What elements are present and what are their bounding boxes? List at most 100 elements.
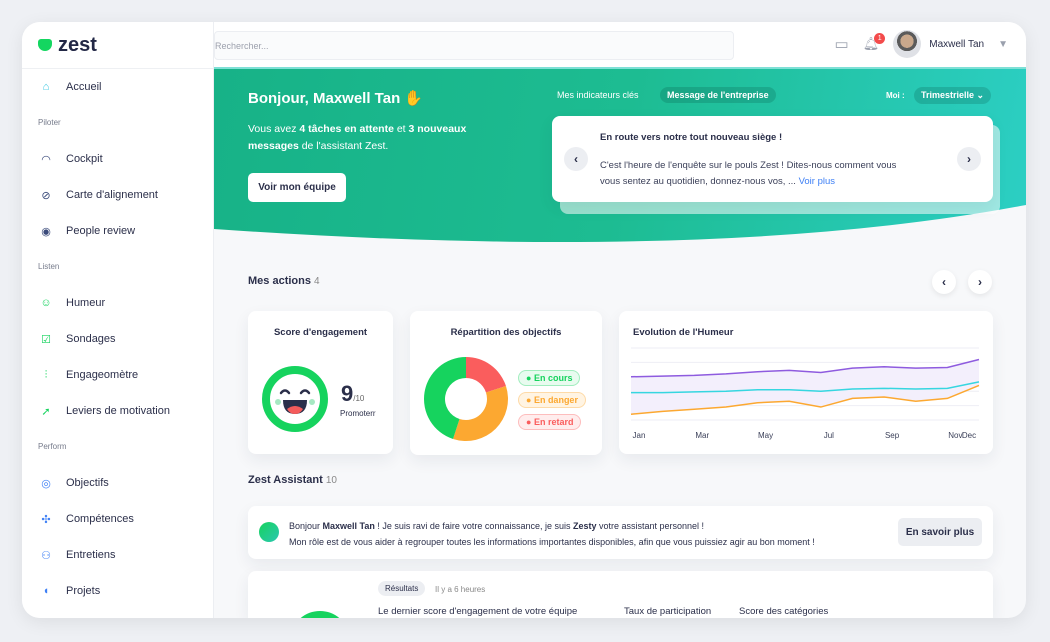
wave-icon: ✋ xyxy=(404,90,424,107)
logo[interactable]: zest xyxy=(22,22,213,69)
assistant-count: 10 xyxy=(325,475,337,486)
sidebar-item-label: Leviers de motivation xyxy=(66,405,170,417)
happy-face-icon xyxy=(262,366,328,432)
smiley-icon: ☺ xyxy=(40,297,52,309)
sidebar-item-label: Engageomètre xyxy=(66,369,139,381)
results-col-categories: Score des catégories xyxy=(739,606,829,617)
x-tick-label: Mar xyxy=(695,431,709,440)
mood-line-chart: Jan Mar May Jul Sep Nov Dec xyxy=(630,347,980,440)
users-icon: ⚇ xyxy=(41,549,51,562)
period-label: Moi : xyxy=(886,91,905,100)
welcome-message: Vous avez 4 tâches en attente et 3 nouve… xyxy=(248,123,467,152)
nav-section-label: Perform xyxy=(38,442,67,451)
greeting: Bonjour, Maxwell Tan ✋ xyxy=(248,90,424,107)
see-team-button[interactable]: Voir mon équipe xyxy=(248,173,346,202)
sidebar-item-label: Accueil xyxy=(66,81,102,93)
sliders-icon: ⫶ xyxy=(44,368,48,381)
sidebar-item-label: Humeur xyxy=(66,297,106,309)
user-search-icon: ◉ xyxy=(41,225,51,238)
chevron-down-icon: ⌄ xyxy=(976,90,985,100)
home-icon: ⌂ xyxy=(42,81,50,93)
results-col-engagement: Le dernier score d'engagement de votre é… xyxy=(378,606,578,617)
tab-company-message[interactable]: Message de l'entreprise xyxy=(660,87,776,103)
projects-icon: ◖ xyxy=(42,585,50,597)
sidebar-item-label: Projets xyxy=(66,585,101,597)
zest-logo-icon xyxy=(38,39,52,51)
engagement-card[interactable]: Score d'engagement 9/10 Promoterr xyxy=(248,311,393,454)
sidebar-item-engageom-tre[interactable]: ⫶ Engageomètre xyxy=(22,357,213,393)
legend-en-retard[interactable]: ● En retard xyxy=(518,414,582,430)
sidebar-item-label: Compétences xyxy=(66,513,134,525)
x-tick-label: Jan xyxy=(633,431,646,440)
company-message-card: ‹ › En route vers notre tout nouveau siè… xyxy=(552,116,993,202)
compass-icon: ⊘ xyxy=(41,189,51,202)
next-message-button[interactable]: › xyxy=(957,147,981,171)
sidebar-item-label: Sondages xyxy=(66,333,116,345)
actions-next-button[interactable]: › xyxy=(968,270,992,294)
x-tick-label: Sep xyxy=(885,431,900,440)
objectives-legend: ● En cours ● En danger ● En retard xyxy=(518,368,586,434)
sidebar-item-label: Cockpit xyxy=(66,153,103,165)
period-select[interactable]: Trimestrielle ⌄ xyxy=(914,87,992,104)
assistant-title: Zest Assistant 10 xyxy=(248,474,337,486)
sidebar-item-humeur[interactable]: ☺ Humeur xyxy=(22,285,213,321)
nav-section-label: Piloter xyxy=(38,118,61,127)
sidebar-item-carte-d-alignement[interactable]: ⊘ Carte d'alignement xyxy=(22,177,213,213)
message-title: En route vers notre tout nouveau siège ! xyxy=(600,132,783,143)
sidebar-item-leviers-de-motivation[interactable]: ➚ Leviers de motivation xyxy=(22,393,213,429)
sidebar-item-people-review[interactable]: ◉ People review xyxy=(22,213,213,249)
series-line-1[interactable] xyxy=(631,381,980,394)
prev-message-button[interactable]: ‹ xyxy=(564,147,588,171)
sidebar: zest ⌂ Accueil Piloter ◠ Cockpit ⊘ Carte d'ali… xyxy=(22,22,214,618)
series-line-2[interactable] xyxy=(630,384,980,415)
objectives-card[interactable]: Répartition des objectifs ● En cours ● En… xyxy=(410,311,602,455)
user-name[interactable]: Maxwell Tan xyxy=(929,38,985,50)
legend-en-danger[interactable]: ● En danger xyxy=(518,392,586,408)
see-more-link[interactable]: Voir plus xyxy=(798,176,836,187)
donut-slice-en-danger[interactable] xyxy=(453,386,508,441)
sidebar-item-entretiens[interactable]: ⚇ Entretiens xyxy=(22,537,213,573)
sidebar-item-cockpit[interactable]: ◠ Cockpit xyxy=(22,141,213,177)
learn-more-button[interactable]: En savoir plus xyxy=(898,518,982,546)
x-tick-label: May xyxy=(758,431,773,440)
results-card[interactable]: Résultats Il y a 6 heures Le dernier sco… xyxy=(248,571,993,618)
sidebar-item-objectifs[interactable]: ◎ Objectifs xyxy=(22,465,213,501)
sidebar-item-sondages[interactable]: ☑ Sondages xyxy=(22,321,213,357)
actions-title: Mes actions 4 xyxy=(248,275,320,287)
engagement-score: 9/10 xyxy=(341,381,365,406)
objectives-donut xyxy=(424,357,508,441)
notifications-button[interactable]: 🔔︎ 1 xyxy=(863,33,886,52)
actions-prev-button[interactable]: ‹ xyxy=(932,270,956,294)
legend-en-cours[interactable]: ● En cours xyxy=(518,370,581,386)
series-line-0[interactable] xyxy=(630,358,980,378)
message-body: C'est l'heure de l'enquête sur le pouls … xyxy=(600,160,897,187)
sidebar-item-label: Objectifs xyxy=(66,477,109,489)
results-col-participation: Taux de participation xyxy=(624,606,712,617)
actions-count: 4 xyxy=(314,276,320,287)
engagement-title: Score d'engagement xyxy=(273,327,368,338)
sidebar-nav: ⌂ Accueil Piloter ◠ Cockpit ⊘ Carte d'aligneme… xyxy=(22,69,213,609)
assistant-card: Bonjour Maxwell Tan ! Je suis ravi de fa… xyxy=(248,506,993,559)
search-input[interactable]: Rechercher... xyxy=(214,31,734,60)
target-icon: ◎ xyxy=(41,477,51,490)
results-score-ring xyxy=(290,611,350,618)
sidebar-item-projets[interactable]: ◖ Projets xyxy=(22,573,213,609)
puzzle-icon: ✣ xyxy=(41,513,51,526)
range-band xyxy=(631,359,979,415)
notification-badge: 1 xyxy=(874,33,886,44)
tab-key-indicators[interactable]: Mes indicateurs clés xyxy=(557,90,639,100)
messages-icon[interactable]: ▭ xyxy=(834,36,849,53)
sidebar-item-accueil[interactable]: ⌂ Accueil xyxy=(22,69,213,105)
zesty-avatar-icon xyxy=(259,522,279,542)
donut-slice-en-cours[interactable] xyxy=(424,357,466,439)
chevron-down-icon[interactable]: ▼ xyxy=(998,38,1008,50)
mood-chart-card[interactable]: Evolution de l'Humeur Jan Mar May Jul Sep Nov… xyxy=(619,311,993,454)
x-tick-label: Nov xyxy=(948,431,962,440)
sidebar-item-comp-tences[interactable]: ✣ Compétences xyxy=(22,501,213,537)
objectives-title: Répartition des objectifs xyxy=(450,327,562,338)
brand-name: zest xyxy=(58,33,97,56)
donut-slice-en-retard[interactable] xyxy=(466,357,506,393)
avatar[interactable] xyxy=(893,30,922,58)
sidebar-item-label: Carte d'alignement xyxy=(66,189,158,201)
checkbox-icon: ☑ xyxy=(41,333,51,346)
